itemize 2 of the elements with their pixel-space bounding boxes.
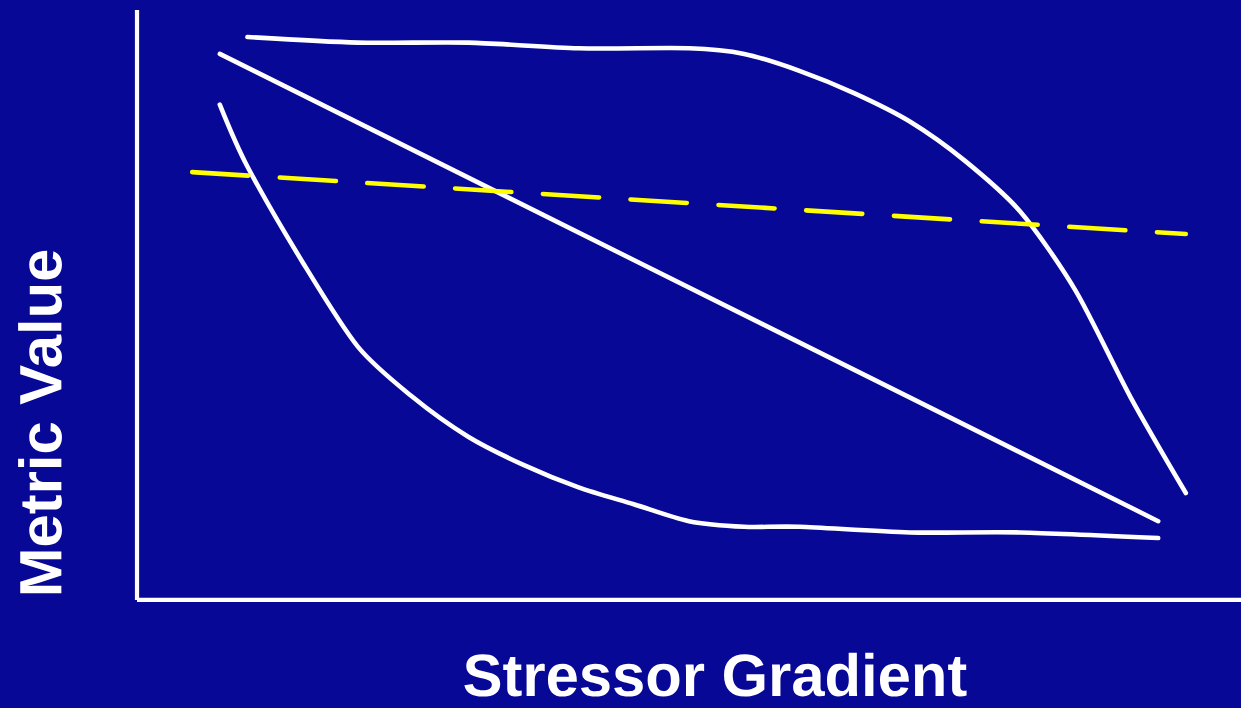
x-axis-title: Stressor Gradient: [464, 652, 967, 697]
y-axis-title: Metric Value: [18, 250, 62, 594]
